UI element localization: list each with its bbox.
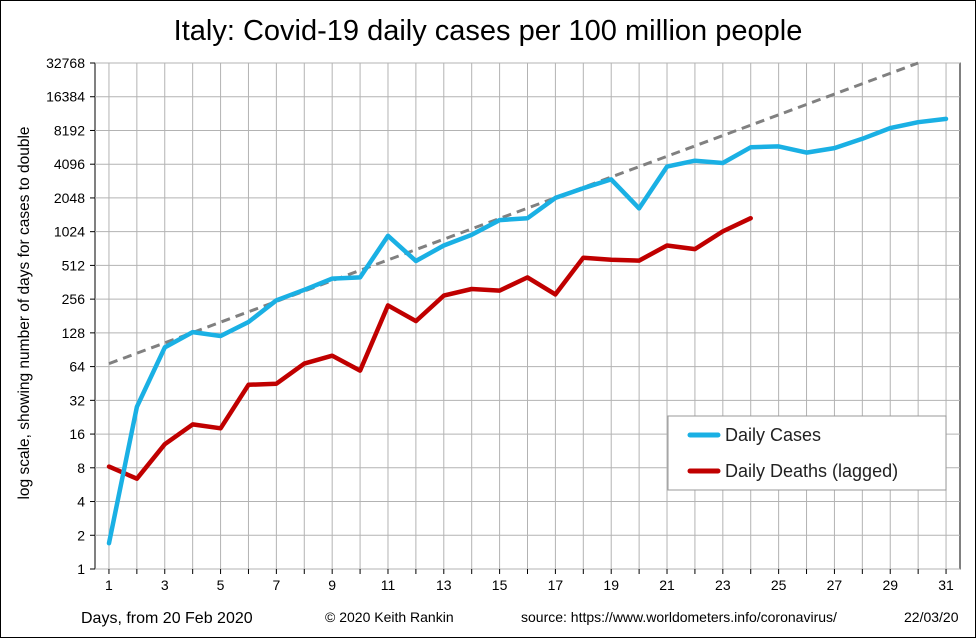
y-tick-label: 8192 (54, 122, 85, 138)
y-tick-label: 2048 (54, 190, 85, 206)
x-tick-label: 3 (161, 577, 169, 593)
y-tick-label: 64 (69, 359, 85, 375)
x-axis-ticks: 1 3 5 7 9 11 13 15 17 19 21 23 25 27 29 31 (105, 569, 954, 593)
x-tick-label: 1 (105, 577, 113, 593)
y-tick-label: 16384 (46, 89, 85, 105)
x-tick-label: 27 (827, 577, 843, 593)
legend-label-deaths: Daily Deaths (lagged) (725, 461, 898, 481)
y-tick-label: 32768 (46, 55, 85, 71)
x-tick-label: 11 (381, 577, 396, 593)
x-tick-label: 5 (217, 577, 225, 593)
legend: Daily Cases Daily Deaths (lagged) (667, 415, 947, 491)
x-tick-label: 29 (882, 577, 898, 593)
x-tick-label: 17 (548, 577, 564, 593)
x-tick-label: 21 (659, 577, 675, 593)
footer-date: 22/03/20 (904, 609, 959, 625)
x-tick-label: 31 (938, 577, 954, 593)
footer-source: source: https://www.worldometers.info/co… (521, 609, 837, 625)
y-tick-label: 2 (77, 527, 85, 543)
y-tick-label: 4096 (54, 156, 85, 172)
series-line-daily-deaths (106, 215, 753, 481)
legend-box (667, 415, 947, 491)
series-line-daily-cases (106, 116, 949, 546)
y-tick-label: 1024 (54, 224, 85, 240)
y-tick-label: 1 (77, 561, 85, 577)
y-tick-label: 4 (77, 494, 85, 510)
x-tick-label: 19 (603, 577, 619, 593)
trend-line-doubling (108, 61, 919, 366)
y-tick-label: 16 (69, 426, 85, 442)
grid-lines (95, 62, 960, 570)
x-tick-label: 15 (492, 577, 508, 593)
x-axis-title: Days, from 20 Feb 2020 (81, 610, 253, 627)
y-tick-label: 128 (62, 325, 86, 341)
chart-title: Italy: Covid-19 daily cases per 100 mill… (174, 15, 803, 47)
y-tick-label: 8 (77, 460, 85, 476)
y-tick-label: 256 (62, 291, 86, 307)
series-layer (106, 61, 949, 546)
x-tick-label: 9 (328, 577, 336, 593)
y-tick-label: 512 (62, 257, 86, 273)
x-tick-label: 7 (272, 577, 280, 593)
y-tick-label: 32 (69, 392, 85, 408)
legend-label-cases: Daily Cases (725, 425, 821, 445)
y-axis-title: log scale, showing number of days for ca… (16, 126, 33, 499)
footer-credit: © 2020 Keith Rankin (325, 609, 454, 625)
x-tick-label: 13 (436, 577, 452, 593)
x-tick-label: 23 (715, 577, 731, 593)
y-axis-ticks: 1 2 4 8 16 32 64 128 256 512 1024 2048 4096 8192 16384… (46, 55, 95, 577)
x-tick-label: 25 (771, 577, 787, 593)
